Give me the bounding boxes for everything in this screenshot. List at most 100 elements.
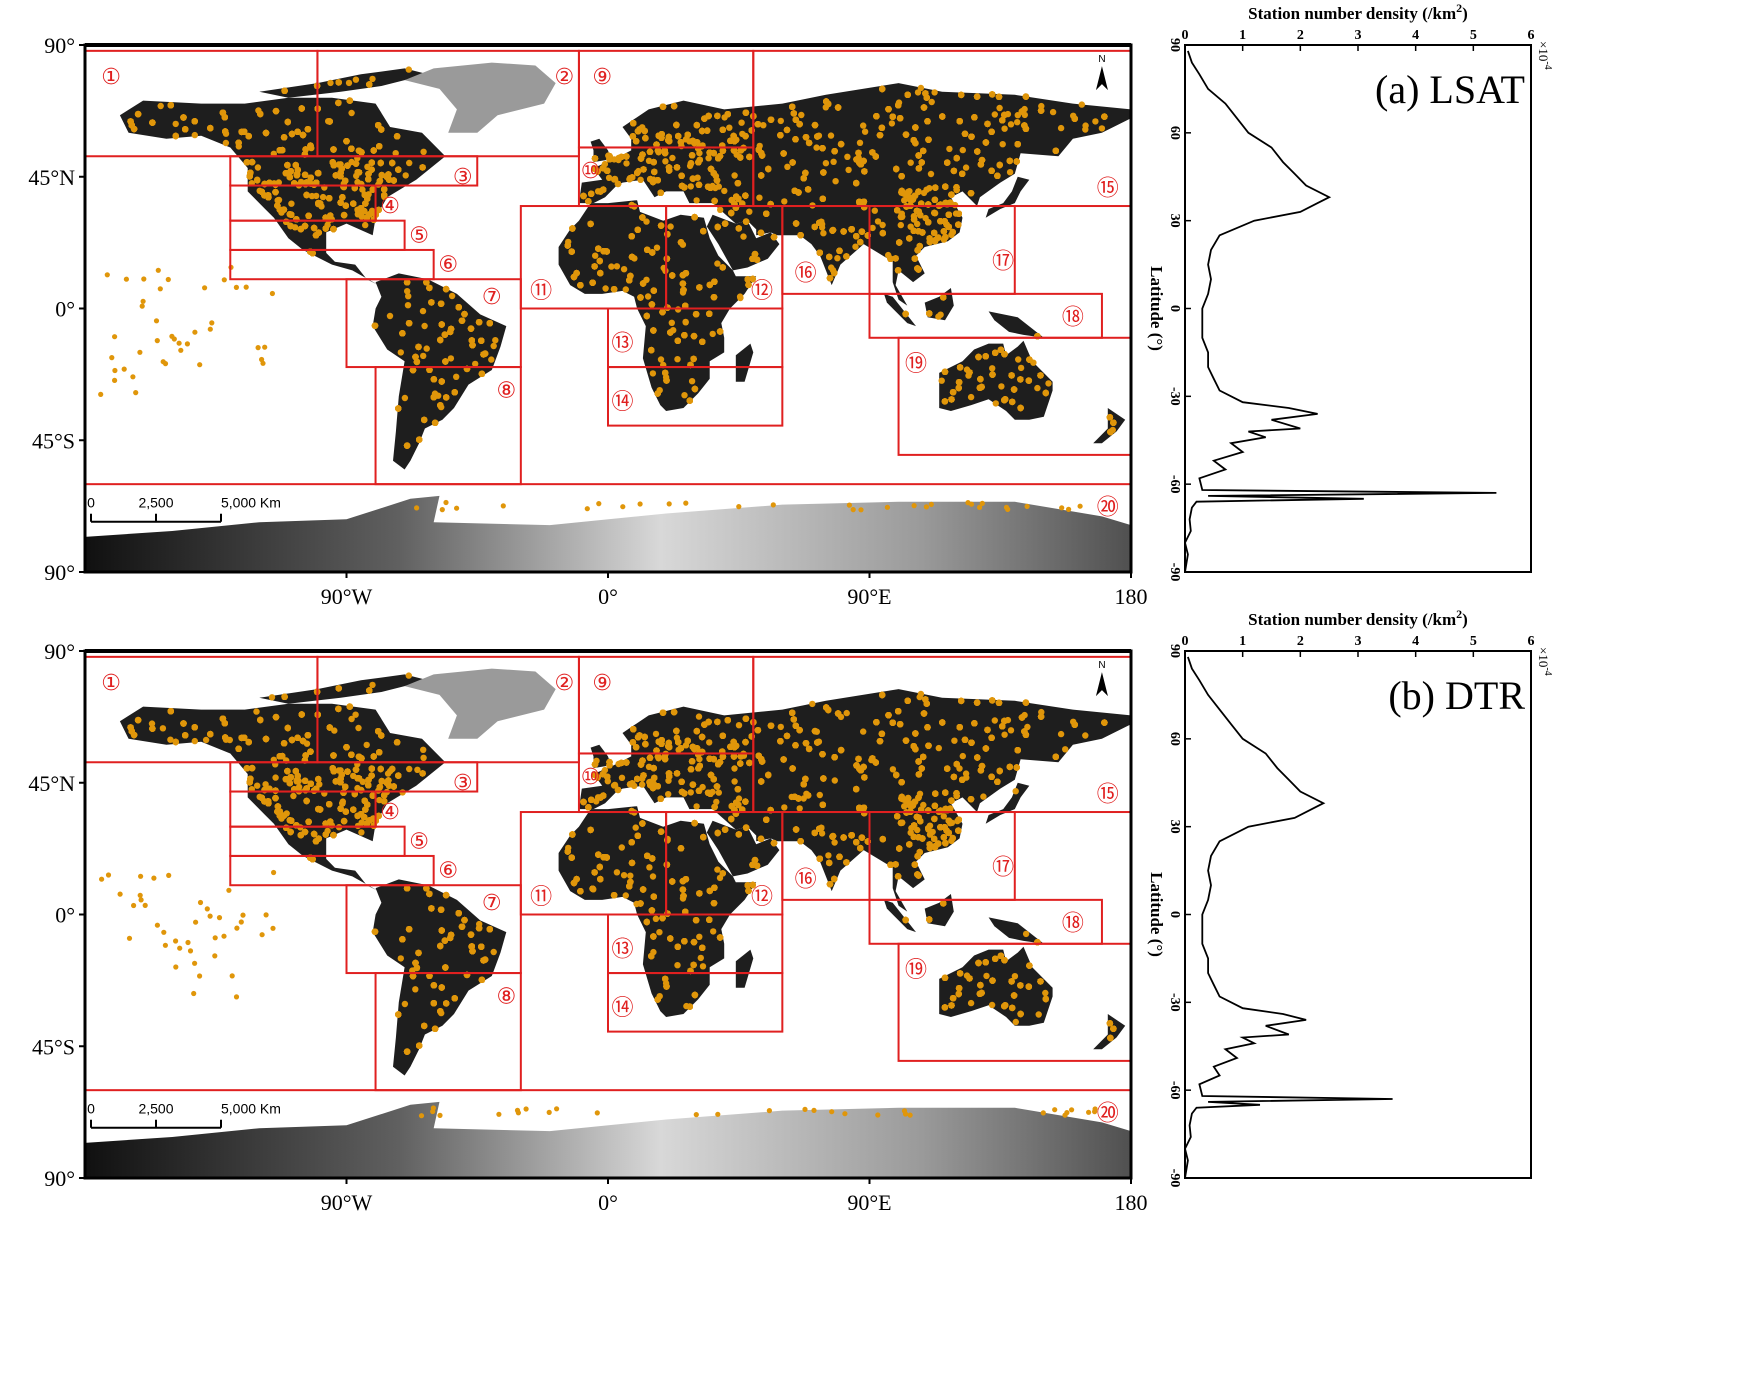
station-dot — [667, 223, 674, 230]
station-dot — [492, 337, 499, 344]
station-dot — [989, 91, 996, 98]
station-dot — [426, 284, 433, 292]
station-dot — [735, 225, 742, 232]
station-dot — [627, 272, 634, 280]
station-dot — [657, 356, 665, 363]
station-dot — [419, 307, 427, 315]
station-dot — [254, 176, 261, 183]
station-dot — [1001, 125, 1008, 132]
station-dot — [389, 159, 396, 167]
station-dot — [681, 392, 688, 399]
station-dot — [855, 149, 862, 157]
station-dot — [716, 328, 724, 335]
station-dot — [149, 119, 156, 126]
station-dot — [714, 223, 721, 231]
station-dot — [917, 211, 924, 219]
station-dot — [998, 383, 1005, 390]
station-dot — [1022, 125, 1030, 132]
land-canada-islands — [259, 68, 428, 98]
station-dot — [967, 393, 975, 401]
station-dot — [406, 159, 413, 167]
station-dot — [737, 154, 744, 161]
station-dot — [315, 169, 322, 177]
station-dot — [678, 172, 685, 179]
station-dot — [587, 220, 594, 228]
station-dot — [758, 172, 765, 179]
station-dot — [736, 293, 744, 300]
station-dot — [386, 312, 394, 320]
station-dot — [330, 225, 337, 233]
station-dot — [423, 345, 430, 352]
station-dot — [971, 114, 978, 121]
station-dot — [577, 282, 584, 289]
station-dot — [927, 170, 935, 178]
station-dot — [910, 137, 917, 144]
station-dot — [925, 219, 932, 226]
station-dot — [860, 122, 867, 129]
station-dot — [134, 110, 142, 118]
station-dot — [695, 181, 703, 188]
station-dot — [1014, 119, 1021, 126]
station-dot — [714, 112, 721, 120]
station-dot — [889, 113, 896, 120]
station-dot — [856, 139, 864, 146]
station-dot — [682, 270, 690, 277]
station-dot — [704, 127, 711, 134]
land-antarctica — [85, 495, 1131, 572]
station-dot — [472, 360, 479, 368]
station-dot — [605, 174, 613, 181]
station-dot — [390, 177, 397, 184]
station-dot — [1092, 118, 1099, 125]
station-dot — [1071, 115, 1078, 122]
station-dot — [293, 171, 301, 178]
station-dot — [397, 349, 404, 356]
station-dot — [608, 263, 615, 270]
land-new-zealand — [1093, 408, 1126, 444]
station-dot — [359, 186, 366, 193]
station-dot — [829, 227, 836, 234]
station-dot — [820, 169, 827, 176]
station-dot — [852, 243, 859, 250]
station-dot — [588, 190, 595, 197]
station-dot — [1078, 101, 1086, 108]
station-dot — [358, 213, 365, 220]
station-dot — [1009, 398, 1016, 406]
station-dot — [597, 269, 604, 277]
station-dot — [1106, 414, 1114, 421]
station-dot — [822, 160, 830, 167]
station-dot — [690, 332, 698, 340]
station-dot — [874, 218, 882, 225]
station-dot — [942, 234, 949, 241]
station-dot — [878, 124, 886, 131]
station-dot — [915, 228, 922, 235]
station-dot — [755, 146, 762, 153]
station-dot — [819, 195, 826, 202]
station-dot — [261, 192, 268, 199]
station-dot — [596, 257, 603, 265]
station-dot — [677, 239, 685, 246]
station-dot — [355, 169, 363, 176]
station-dot — [172, 132, 179, 140]
station-dot — [634, 169, 641, 177]
station-dot — [977, 161, 985, 168]
station-dot — [1038, 102, 1045, 110]
station-dot — [845, 166, 852, 174]
station-dot — [853, 179, 860, 187]
station-dot — [684, 131, 691, 138]
station-dot — [941, 398, 949, 405]
station-dot — [478, 370, 486, 377]
station-dot — [643, 218, 650, 225]
station-dot — [746, 208, 753, 215]
station-dot — [1037, 372, 1044, 379]
station-dot — [467, 325, 475, 332]
station-dot — [453, 373, 460, 380]
station-dot — [1034, 384, 1041, 392]
station-dot — [912, 124, 919, 131]
station-dot — [831, 269, 838, 277]
station-dot — [326, 118, 333, 125]
station-dot — [180, 114, 187, 121]
station-dot — [938, 377, 945, 384]
station-dot — [1107, 428, 1114, 436]
station-dot — [888, 120, 896, 127]
